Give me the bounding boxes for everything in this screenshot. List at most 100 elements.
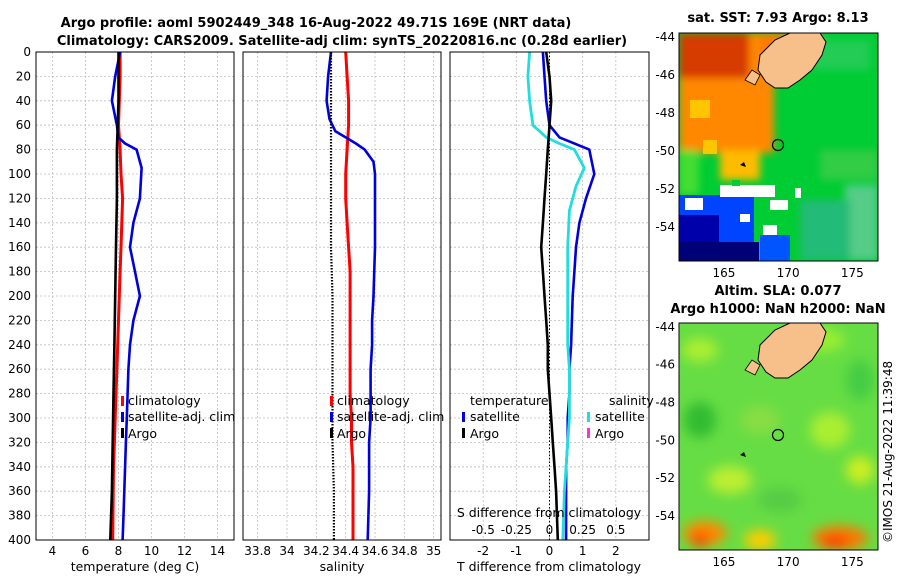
x-tick-label: 34.4 xyxy=(332,544,359,558)
top-tick-label: 0.5 xyxy=(606,523,625,537)
top-tick-label: 0.25 xyxy=(569,523,596,537)
x-tick-label: -2 xyxy=(477,544,489,558)
x-tick-label: 1 xyxy=(579,544,587,558)
sst-landmass xyxy=(757,33,827,89)
depth-tick-label: 200 xyxy=(8,289,31,303)
depth-tick-label: 180 xyxy=(8,265,31,279)
lat-tick-label: -48 xyxy=(655,106,675,120)
lat-tick-label: -48 xyxy=(655,395,675,409)
depth-tick-label: 40 xyxy=(16,94,31,108)
legend-label-argo: Argo xyxy=(128,426,157,441)
x-tick-label: 33.8 xyxy=(244,544,271,558)
sst-map: sat. SST: 7.93 Argo: 8.13 xyxy=(655,11,879,280)
temperature-grid xyxy=(36,52,234,540)
top-tick-label: 0 xyxy=(546,523,554,537)
depth-tick-label: 320 xyxy=(8,435,31,449)
legend-swatch-s-satellite xyxy=(587,412,590,422)
difference-panel: -2 -1 0 1 2 T difference from climatology S … xyxy=(449,51,654,574)
difference-series xyxy=(526,51,596,541)
imos-timestamp: ©IMOS 21-Aug-2022 11:39:48 xyxy=(881,361,895,543)
difference-x-ticks: -2 -1 0 1 2 xyxy=(477,544,619,558)
series-line-argo xyxy=(329,52,335,540)
legend-label-climatology: climatology xyxy=(337,393,410,408)
depth-tick-label: 400 xyxy=(8,533,31,547)
temperature-frame xyxy=(35,51,235,541)
lon-tick-label: 170 xyxy=(777,555,800,569)
depth-tick-label: 120 xyxy=(8,191,31,205)
x-tick-label: 6 xyxy=(82,544,90,558)
sla-landmass xyxy=(757,323,827,379)
lat-tick-label: -50 xyxy=(655,433,675,447)
salinity-xlabel: salinity xyxy=(320,559,365,574)
lat-tick-label: -52 xyxy=(655,471,675,485)
depth-tick-label: 360 xyxy=(8,484,31,498)
lat-tick-label: -50 xyxy=(655,144,675,158)
temperature-xlabel: temperature (deg C) xyxy=(71,559,200,574)
legend-swatch-satellite xyxy=(330,412,333,422)
sla-argo-marker xyxy=(771,428,785,442)
temperature-series xyxy=(109,51,143,541)
x-tick-label: 10 xyxy=(144,544,159,558)
depth-tick-label: 0 xyxy=(23,45,31,59)
salinity-series xyxy=(325,51,377,541)
depth-tick-label: 340 xyxy=(8,460,31,474)
x-tick-label: 12 xyxy=(177,544,192,558)
x-tick-label: 35 xyxy=(426,544,441,558)
depth-tick-label: 220 xyxy=(8,313,31,327)
sst-axis-ticks: 165 170 175 -44 -46 -48 -50 -52 -54 xyxy=(655,30,863,280)
legend-swatch-s-argo xyxy=(587,428,590,438)
lat-tick-label: -54 xyxy=(655,220,675,234)
legend-label-satellite: satellite-adj. clim xyxy=(128,409,235,424)
lat-tick-label: -44 xyxy=(655,30,675,44)
lat-tick-label: -52 xyxy=(655,182,675,196)
x-tick-label: 34 xyxy=(279,544,294,558)
depth-axis: 0 20 40 60 80 100 120 140 160 180 200 220 240 260 280 3… xyxy=(8,45,31,547)
difference-xlabel: T difference from climatology xyxy=(456,559,642,574)
salinity-legend: climatology satellite-adj. clim Argo xyxy=(330,393,444,441)
main-title-line1: Argo profile: aoml 5902449_348 16-Aug-20… xyxy=(61,16,572,31)
legend-swatch-argo xyxy=(121,428,124,438)
sst-map-image xyxy=(679,33,878,261)
sla-frame xyxy=(678,322,879,551)
difference-legend: temperature satellite Argo salinity sate… xyxy=(462,393,654,441)
x-tick-label: 14 xyxy=(210,544,225,558)
legend-swatch-satellite xyxy=(121,412,124,422)
x-tick-label: 34.2 xyxy=(303,544,330,558)
series-line-climatology xyxy=(344,51,355,540)
depth-tick-label: 140 xyxy=(8,216,31,230)
lon-tick-label: 175 xyxy=(841,266,864,280)
legend-label-t-satellite: satellite xyxy=(470,409,520,424)
legend-title-salinity: salinity xyxy=(609,393,654,408)
top-tick-label: -0.5 xyxy=(471,523,494,537)
sla-map-image xyxy=(679,323,878,550)
legend-title-temperature: temperature xyxy=(470,393,549,408)
legend-swatch-climatology xyxy=(330,396,333,406)
depth-tick-label: 240 xyxy=(8,338,31,352)
top-tick-label: -0.25 xyxy=(501,523,532,537)
x-tick-label: 4 xyxy=(49,544,57,558)
lon-tick-label: 165 xyxy=(712,555,735,569)
sla-map-subtitle: Argo h1000: NaN h2000: NaN xyxy=(670,302,885,317)
depth-tick-label: 160 xyxy=(8,240,31,254)
series-line-argo xyxy=(109,52,120,541)
sst-cloud-mask xyxy=(720,185,775,197)
depth-tick-label: 300 xyxy=(8,411,31,425)
salinity-grid xyxy=(243,52,441,540)
x-tick-label: 34.6 xyxy=(362,544,389,558)
difference-top-ticks: -0.5 -0.25 0 0.25 0.5 xyxy=(471,523,625,537)
x-tick-label: -1 xyxy=(510,544,522,558)
x-tick-label: 2 xyxy=(612,544,620,558)
legend-swatch-argo xyxy=(330,428,333,438)
lat-tick-label: -54 xyxy=(655,509,675,523)
difference-frame xyxy=(449,51,650,541)
depth-tick-label: 60 xyxy=(16,118,31,132)
legend-swatch-climatology xyxy=(121,396,124,406)
legend-label-s-satellite: satellite xyxy=(595,409,645,424)
legend-label-climatology: climatology xyxy=(128,393,201,408)
lon-tick-label: 165 xyxy=(712,266,735,280)
sla-map: Altim. SLA: 0.077 Argo h1000: NaN h2000:… xyxy=(655,284,885,569)
sla-axis-ticks: 165 170 175 -44 -46 -48 -50 -52 -54 xyxy=(655,320,863,569)
legend-swatch-t-satellite xyxy=(462,412,465,422)
x-tick-label: 0 xyxy=(546,544,554,558)
